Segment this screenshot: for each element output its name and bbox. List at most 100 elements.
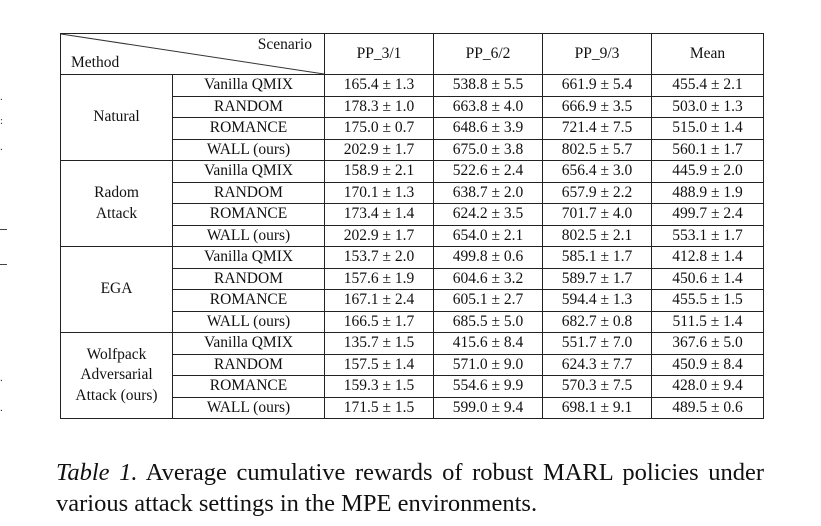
reward-value-cell: 605.1 ± 2.7 xyxy=(433,289,543,312)
reward-value-cell: 173.4 ± 1.4 xyxy=(324,203,434,226)
method-name-cell: WALL (ours) xyxy=(172,310,325,333)
reward-value-cell: 455.4 ± 2.1 xyxy=(651,74,764,97)
table-row: RANDOM 178.3 ± 1.0 663.8 ± 4.0 666.9 ± 3.5 5… xyxy=(61,95,764,118)
edge-mark: . xyxy=(0,402,3,414)
reward-value-cell: 503.0 ± 1.3 xyxy=(651,95,764,118)
table-row: WALL (ours) 166.5 ± 1.7 685.5 ± 5.0 682.7 ±… xyxy=(61,310,764,333)
table-row: RANDOM 170.1 ± 1.3 638.7 ± 2.0 657.9 ± 2.2 4… xyxy=(61,181,764,204)
method-name-cell: RANDOM xyxy=(172,353,325,376)
scenario-header: Scenario xyxy=(257,36,312,53)
attack-setting-label: Wolfpack xyxy=(86,345,147,363)
attack-setting-label: EGA xyxy=(100,280,133,298)
attack-setting-label: Attack xyxy=(95,204,138,222)
reward-value-cell: 175.0 ± 0.7 xyxy=(324,117,434,140)
method-name-cell: RANDOM xyxy=(172,181,325,204)
reward-value-cell: 698.1 ± 9.1 xyxy=(542,396,652,419)
attack-setting-cell: Natural xyxy=(60,74,173,161)
reward-value-cell: 488.9 ± 1.9 xyxy=(651,181,764,204)
method-name-cell: ROMANCE xyxy=(172,289,325,312)
caption-text: Average cumulative rewards of robust MAR… xyxy=(56,458,764,517)
reward-value-cell: 551.7 ± 7.0 xyxy=(542,332,652,355)
reward-value-cell: 589.7 ± 1.7 xyxy=(542,267,652,290)
column-header-mean: Mean xyxy=(651,33,764,75)
reward-value-cell: 661.9 ± 5.4 xyxy=(542,74,652,97)
reward-value-cell: 570.3 ± 7.5 xyxy=(542,375,652,398)
reward-value-cell: 721.4 ± 7.5 xyxy=(542,117,652,140)
reward-value-cell: 560.1 ± 1.7 xyxy=(651,138,764,161)
column-header-pp6: PP_6/2 xyxy=(433,33,543,75)
table-row: ROMANCE 175.0 ± 0.7 648.6 ± 3.9 721.4 ± 7.5… xyxy=(61,117,764,140)
reward-value-cell: 685.5 ± 5.0 xyxy=(433,310,543,333)
edge-mark xyxy=(0,229,7,230)
reward-value-cell: 178.3 ± 1.0 xyxy=(324,95,434,118)
reward-value-cell: 585.1 ± 1.7 xyxy=(542,246,652,269)
reward-value-cell: 165.4 ± 1.3 xyxy=(324,74,434,97)
reward-value-cell: 604.6 ± 3.2 xyxy=(433,267,543,290)
reward-value-cell: 654.0 ± 2.1 xyxy=(433,224,543,247)
edge-mark: . xyxy=(0,372,3,384)
reward-value-cell: 415.6 ± 8.4 xyxy=(433,332,543,355)
column-header-pp3: PP_3/1 xyxy=(324,33,434,75)
table-row: WALL (ours) 171.5 ± 1.5 599.0 ± 9.4 698.1 ±… xyxy=(61,396,764,419)
edge-mark xyxy=(0,264,7,265)
results-table: Scenario Method PP_3/1 PP_6/2 PP_9/3 Mea… xyxy=(60,33,764,419)
reward-value-cell: 648.6 ± 3.9 xyxy=(433,117,543,140)
table-row: EGA Vanilla QMIX 153.7 ± 2.0 499.8 ± 0.6 585… xyxy=(60,246,764,333)
attack-setting-label: Attack (ours) xyxy=(75,386,158,404)
reward-value-cell: 202.9 ± 1.7 xyxy=(324,138,434,161)
reward-value-cell: 802.5 ± 2.1 xyxy=(542,224,652,247)
reward-value-cell: 455.5 ± 1.5 xyxy=(651,289,764,312)
reward-value-cell: 571.0 ± 9.0 xyxy=(433,353,543,376)
reward-value-cell: 428.0 ± 9.4 xyxy=(651,375,764,398)
reward-value-cell: 666.9 ± 3.5 xyxy=(542,95,652,118)
reward-value-cell: 367.6 ± 5.0 xyxy=(651,332,764,355)
reward-value-cell: 450.9 ± 8.4 xyxy=(651,353,764,376)
table-row: ROMANCE 167.1 ± 2.4 605.1 ± 2.7 594.4 ± 1.3… xyxy=(61,289,764,312)
table-row: Radom Attack Vanilla QMIX 158.9 ± 2.1 522.6 … xyxy=(60,160,764,247)
reward-value-cell: 157.5 ± 1.4 xyxy=(324,353,434,376)
attack-setting-label: Radom xyxy=(94,184,139,201)
reward-value-cell: 538.8 ± 5.5 xyxy=(433,74,543,97)
edge-mark: : xyxy=(0,115,4,127)
method-name-cell: Vanilla QMIX xyxy=(172,74,325,97)
table-row: RANDOM 157.5 ± 1.4 571.0 ± 9.0 624.3 ± 7.7 4… xyxy=(61,353,764,376)
reward-value-cell: 511.5 ± 1.4 xyxy=(651,310,764,333)
reward-value-cell: 553.1 ± 1.7 xyxy=(651,224,764,247)
reward-value-cell: 663.8 ± 4.0 xyxy=(433,95,543,118)
reward-value-cell: 701.7 ± 4.0 xyxy=(542,203,652,226)
reward-value-cell: 450.6 ± 1.4 xyxy=(651,267,764,290)
attack-setting-cell: Wolfpack Adversarial Attack (ours) xyxy=(60,332,173,419)
reward-value-cell: 167.1 ± 2.4 xyxy=(324,289,434,312)
method-name-cell: Vanilla QMIX xyxy=(172,160,325,183)
method-name-cell: ROMANCE xyxy=(172,375,325,398)
reward-value-cell: 499.8 ± 0.6 xyxy=(433,246,543,269)
method-name-cell: WALL (ours) xyxy=(172,396,325,419)
edge-mark: . xyxy=(0,91,3,103)
table-row: RANDOM 157.6 ± 1.9 604.6 ± 3.2 589.7 ± 1.7 4… xyxy=(61,267,764,290)
reward-value-cell: 412.8 ± 1.4 xyxy=(651,246,764,269)
reward-value-cell: 202.9 ± 1.7 xyxy=(324,224,434,247)
reward-value-cell: 489.5 ± 0.6 xyxy=(651,396,764,419)
reward-value-cell: 594.4 ± 1.3 xyxy=(542,289,652,312)
method-name-cell: WALL (ours) xyxy=(172,224,325,247)
header-row: Scenario Method PP_3/1 PP_6/2 PP_9/3 Mea… xyxy=(60,33,764,75)
edge-mark: . xyxy=(0,141,3,153)
reward-value-cell: 159.3 ± 1.5 xyxy=(324,375,434,398)
reward-value-cell: 166.5 ± 1.7 xyxy=(324,310,434,333)
reward-value-cell: 675.0 ± 3.8 xyxy=(433,138,543,161)
reward-value-cell: 638.7 ± 2.0 xyxy=(433,181,543,204)
attack-setting-label: Adversarial xyxy=(80,366,153,384)
reward-value-cell: 135.7 ± 1.5 xyxy=(324,332,434,355)
reward-value-cell: 522.6 ± 2.4 xyxy=(433,160,543,183)
reward-value-cell: 802.5 ± 5.7 xyxy=(542,138,652,161)
reward-value-cell: 157.6 ± 1.9 xyxy=(324,267,434,290)
attack-setting-cell: EGA xyxy=(60,246,173,333)
reward-value-cell: 656.4 ± 3.0 xyxy=(542,160,652,183)
reward-value-cell: 682.7 ± 0.8 xyxy=(542,310,652,333)
reward-value-cell: 657.9 ± 2.2 xyxy=(542,181,652,204)
attack-setting-cell: Radom Attack xyxy=(60,160,173,247)
method-header: Method xyxy=(71,53,120,71)
diagonal-header-cell: Scenario Method xyxy=(60,33,325,75)
table-row: Wolfpack Adversarial Attack (ours) Vanilla … xyxy=(60,332,764,419)
column-header-pp9: PP_9/3 xyxy=(542,33,652,75)
